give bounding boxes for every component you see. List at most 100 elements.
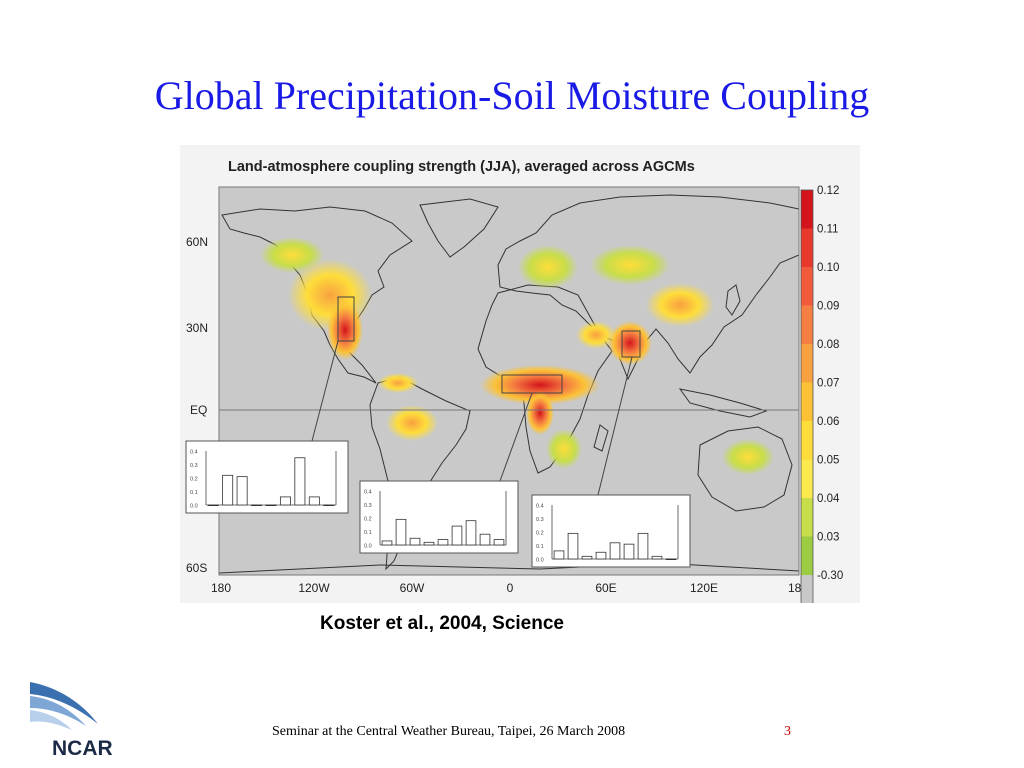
colorbar-segment <box>801 421 813 460</box>
inset-bar <box>381 540 393 546</box>
inset-bar <box>294 457 306 506</box>
inset-bar <box>595 551 607 560</box>
ncar-logo-icon <box>30 682 98 730</box>
inset-bar <box>567 532 579 560</box>
colorbar-label: 0.11 <box>817 224 839 236</box>
inset-bar <box>479 533 491 546</box>
lat-label: EQ <box>190 403 207 417</box>
inset-bar <box>493 539 505 546</box>
africa-outline <box>477 284 613 474</box>
inset-bar <box>323 504 335 507</box>
coupling-patch-caribbean <box>378 373 418 393</box>
coupling-patch-central-asia <box>590 245 670 285</box>
coupling-patch-southern-africa <box>546 429 582 469</box>
page-number: 3 <box>784 724 791 739</box>
lat-label: 60S <box>186 561 207 575</box>
inset-bar <box>465 520 477 546</box>
coupling-patch-amazon <box>386 405 438 441</box>
lat-label: 30N <box>186 321 208 335</box>
hotspot-box-central-north-america <box>337 296 355 342</box>
inset-bar <box>553 550 565 560</box>
colorbar-segment <box>801 228 813 267</box>
inset-tick-label: 0.3 <box>364 503 372 509</box>
inset-tick-label: 0.4 <box>536 504 544 510</box>
inset-tick-label: 0.4 <box>190 450 198 456</box>
colorbar-label: 0.07 <box>817 378 839 390</box>
coupling-patch-india <box>608 321 652 365</box>
inset-bar <box>665 558 677 561</box>
inset-tick-label: 0.1 <box>364 530 372 536</box>
inset-tick-label: 0.0 <box>190 504 198 510</box>
inset-tick-label: 0.4 <box>364 490 372 496</box>
coupling-patches <box>260 237 774 475</box>
colorbar-frame <box>800 189 814 603</box>
lon-label: 60W <box>400 581 425 595</box>
colorbar-label: 0.09 <box>817 301 839 313</box>
coupling-patch-australia <box>722 439 774 475</box>
hotspot-box-india <box>621 330 641 358</box>
inset-bar <box>222 474 234 506</box>
inset-histogram-equatorial-africa: 0.4 0.3 0.2 0.1 0.0 <box>359 480 519 554</box>
inset-bar <box>395 518 407 546</box>
inset-leader-lines <box>311 340 633 496</box>
inset-tick-label: 0.3 <box>190 463 198 469</box>
inset-bar <box>651 555 663 560</box>
inset-bar <box>581 555 593 560</box>
coupling-patch-central-north-america <box>327 300 363 360</box>
inset-tick-label: 0.0 <box>536 558 544 564</box>
australia-outline <box>697 426 793 512</box>
lon-label: 0 <box>507 581 514 595</box>
colorbar-segment <box>801 267 813 306</box>
footer-text: Seminar at the Central Weather Bureau, T… <box>272 724 626 739</box>
colorbar-label: 0.06 <box>817 416 839 428</box>
coupling-patch-europe <box>518 245 578 289</box>
colorbar-label: 0.10 <box>817 262 839 274</box>
inset-bar <box>308 496 320 506</box>
colorbar-segment <box>801 498 813 537</box>
inset-tick-label: 0.2 <box>536 531 544 537</box>
inset-tick-label: 0.0 <box>364 544 372 550</box>
coupling-strength-map-figure: Land-atmosphere coupling strength (JJA),… <box>180 145 860 603</box>
inset-bar <box>409 537 421 546</box>
colorbar-segment <box>801 536 813 575</box>
colorbar: 0.12 0.11 0.10 0.09 0.08 0.07 0.06 0.05 0.04 0.03… <box>800 185 843 603</box>
inset-bar <box>423 541 435 546</box>
inset-tick-label: 0.2 <box>190 477 198 483</box>
inset-tick-label: 0.1 <box>190 490 198 496</box>
lon-label: 120W <box>298 581 330 595</box>
inset-frame <box>185 440 349 514</box>
inset-bar <box>623 543 635 560</box>
colorbar-label: 0.03 <box>817 532 839 544</box>
colorbar-segment <box>801 190 813 229</box>
coupling-patch-china <box>646 283 714 327</box>
eurasia-outline <box>497 194 799 381</box>
colorbar-segment <box>801 459 813 498</box>
map-title: Land-atmosphere coupling strength (JJA),… <box>228 159 695 175</box>
leader-line <box>311 340 339 442</box>
inset-bar <box>279 496 291 506</box>
colorbar-label: 0.08 <box>817 339 839 351</box>
greenland-outline <box>419 198 499 258</box>
colorbar-label: 0.12 <box>817 185 839 197</box>
colorbar-segment <box>801 305 813 344</box>
leader-line <box>499 392 533 482</box>
coupling-patch-congo <box>526 391 554 435</box>
slide-title: Global Precipitation-Soil Moisture Coupl… <box>154 73 870 118</box>
coupling-patch-arabia <box>576 321 616 349</box>
map-frame <box>218 186 800 576</box>
indonesia-outline <box>678 388 768 418</box>
inset-histogram-central-north-america: 0.4 0.3 0.2 0.1 0.0 <box>185 440 349 514</box>
lon-label: 60E <box>595 581 616 595</box>
leader-line <box>597 356 633 496</box>
lon-label: 120E <box>690 581 718 595</box>
colorbar-segment <box>801 344 813 383</box>
lat-label: 60N <box>186 235 208 249</box>
lon-label: 180 <box>211 581 231 595</box>
inset-bar <box>637 532 649 560</box>
inset-bar <box>609 542 621 560</box>
colorbar-segment <box>801 382 813 421</box>
citation: Koster et al., 2004, Science <box>320 613 564 634</box>
inset-bar <box>265 504 277 507</box>
inset-tick-label: 0.3 <box>536 517 544 523</box>
inset-tick-label: 0.2 <box>364 517 372 523</box>
